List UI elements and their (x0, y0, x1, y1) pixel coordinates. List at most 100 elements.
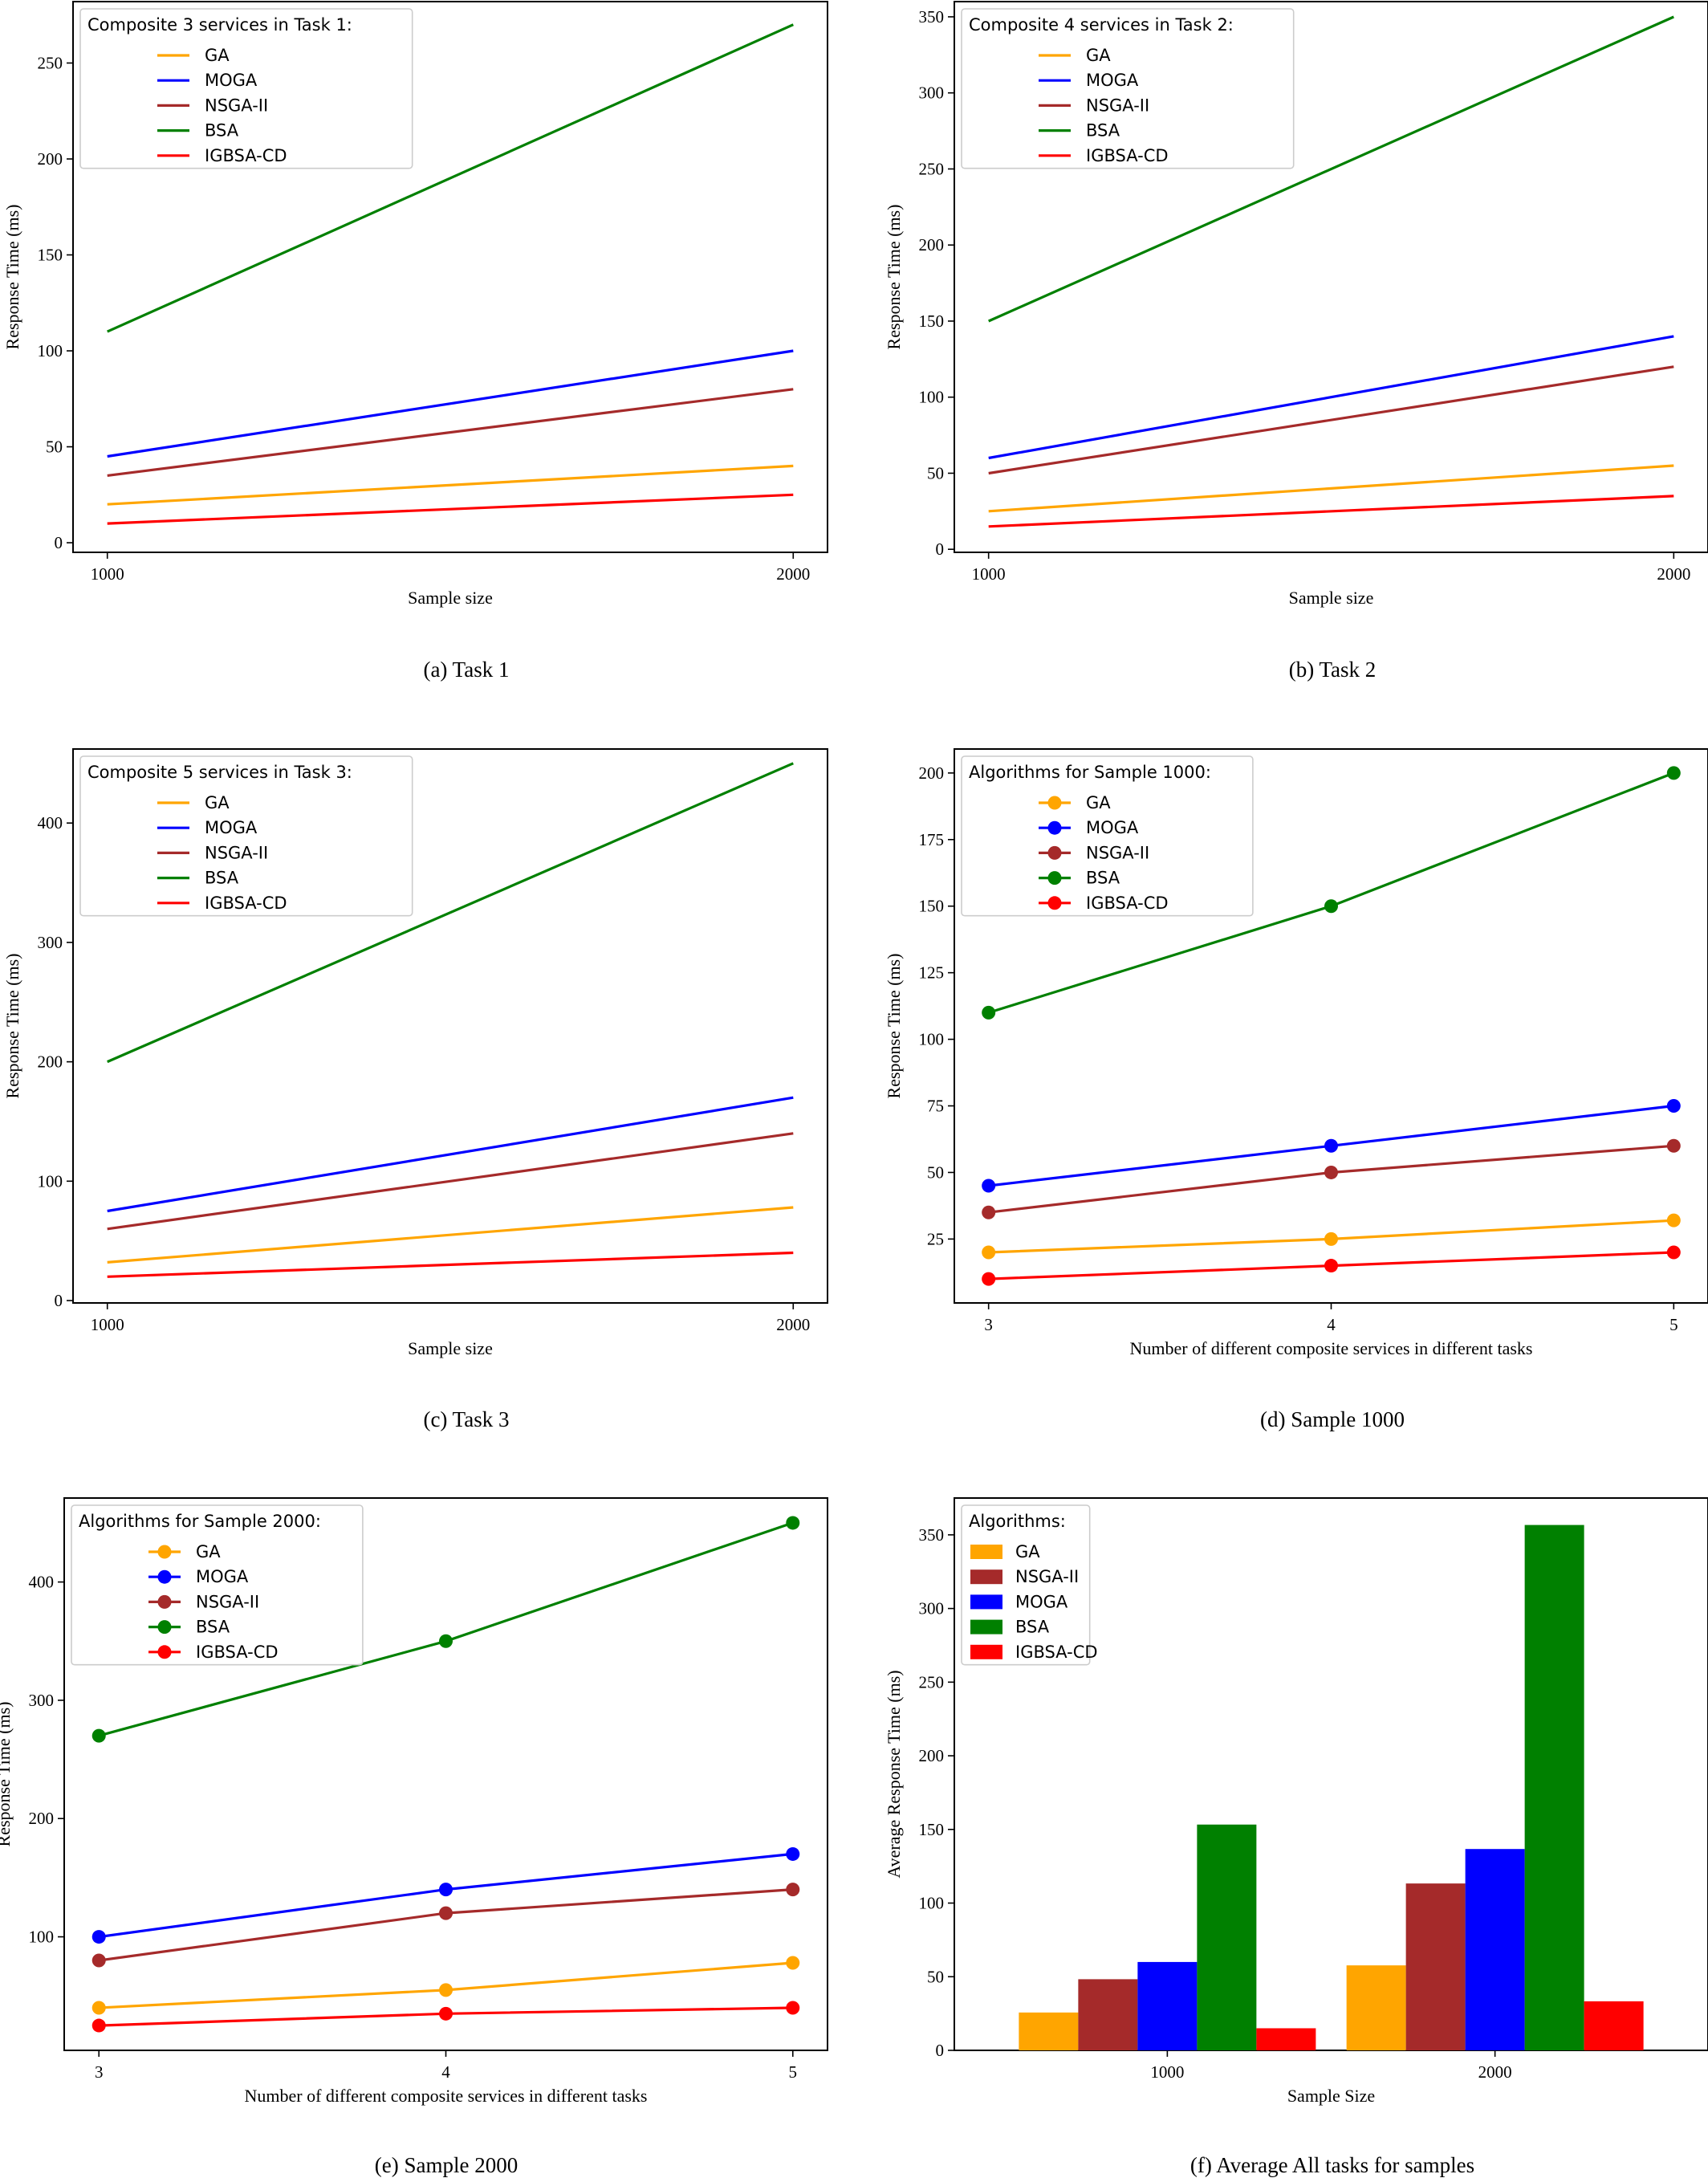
data-point-ga (786, 1956, 800, 1970)
bar-igbsa-cd (1256, 2028, 1316, 2050)
legend-title: Composite 5 services in Task 3: (87, 763, 352, 782)
x-axis-label: Sample Size (1287, 2086, 1375, 2106)
legend-box (961, 8, 1295, 169)
series-line-moga (107, 1096, 794, 1213)
y-tick-label: 400 (38, 813, 63, 833)
y-tick-label: 125 (919, 963, 945, 983)
x-axis-label: Number of different composite services i… (1130, 1338, 1533, 1358)
legend-label: GA (1086, 793, 1111, 812)
x-tick-label: 1000 (91, 564, 124, 584)
x-tick-label: 2000 (776, 564, 810, 584)
x-tick-label: 1000 (972, 564, 1006, 584)
legend-label: MOGA (1086, 71, 1139, 90)
chart-panel-5: 100 200 300 400 3 4 5 Number of different compo… (0, 1497, 828, 2177)
y-tick-label: 200 (29, 1809, 55, 1828)
y-tick-label: 200 (919, 235, 945, 254)
y-tick-label: 300 (29, 1691, 55, 1710)
subfigure-caption: (c) Task 3 (423, 1407, 509, 1431)
axes-frame (954, 1, 1708, 553)
y-tick-label: 200 (38, 1052, 63, 1072)
legend-label: NSGA-II (196, 1592, 259, 1611)
bar-bsa (1524, 1525, 1584, 2050)
y-tick-label: 300 (919, 1599, 945, 1618)
y-tick-label: 350 (919, 7, 945, 26)
legend-label: IGBSA-CD (1015, 1643, 1098, 1662)
x-tick-label: 1000 (91, 1315, 124, 1334)
bar-nsga-ii (1078, 1979, 1138, 2050)
subfigure-caption: (b) Task 2 (1289, 657, 1377, 682)
x-tick-label: 4 (441, 2062, 450, 2082)
legend-marker-nsga-ii (1047, 845, 1062, 860)
y-tick-label: 150 (38, 246, 63, 265)
y-tick-label: 250 (919, 159, 945, 178)
legend-swatch-ga (970, 1545, 1002, 1559)
x-tick-label: 3 (984, 1315, 993, 1334)
data-point-igbsa-cd (786, 2001, 800, 2015)
data-point-bsa (982, 1005, 996, 1020)
y-tick-label: 0 (55, 533, 63, 552)
data-point-moga (92, 1930, 106, 1944)
data-point-ga (439, 1983, 453, 1997)
legend-box (961, 755, 1254, 917)
y-tick-label: 150 (919, 311, 945, 331)
legend-label: MOGA (205, 818, 258, 837)
y-axis-label: Response Time (ms) (0, 1702, 14, 1847)
legend-label: NSGA-II (205, 96, 268, 115)
legend-swatch-nsga-ii (970, 1569, 1002, 1585)
data-point-igbsa-cd (439, 2006, 453, 2021)
bar-moga (1137, 1961, 1198, 2050)
x-axis-label: Sample size (1289, 588, 1374, 608)
legend-marker-moga (157, 1569, 172, 1584)
y-tick-label: 0 (55, 1291, 63, 1310)
y-tick-label: 300 (38, 933, 63, 952)
legend-swatch-bsa (970, 1619, 1002, 1635)
y-tick-label: 250 (919, 1672, 945, 1692)
bar-ga (1019, 2012, 1079, 2050)
legend-label: IGBSA-CD (196, 1643, 279, 1662)
legend-label: IGBSA-CD (205, 146, 287, 165)
y-tick-label: 350 (919, 1525, 945, 1545)
y-tick-label: 100 (919, 1894, 945, 1913)
y-tick-label: 75 (927, 1097, 944, 1116)
bar-bsa (1197, 1824, 1257, 2050)
y-tick-label: 0 (936, 539, 945, 559)
series-line-ga (107, 464, 794, 506)
data-point-nsga-ii (439, 1906, 453, 1920)
legend-label: GA (196, 1542, 221, 1561)
legend-title: Algorithms for Sample 2000: (79, 1512, 321, 1531)
data-point-nsga-ii (786, 1883, 800, 1897)
x-tick-label: 2000 (1657, 564, 1690, 584)
legend-label: MOGA (1086, 818, 1139, 837)
subfigure-caption: (e) Sample 2000 (375, 2153, 518, 2177)
x-tick-label: 1000 (1150, 2062, 1184, 2082)
series-line-bsa (107, 762, 794, 1064)
x-tick-label: 5 (789, 2062, 798, 2082)
bar-moga (1465, 1849, 1525, 2050)
legend-label: BSA (205, 121, 239, 140)
chart-panel-6: 0 50 100 150 200 250 300 350 1000 2000 Sample Size… (884, 1497, 1708, 2177)
data-point-nsga-ii (92, 1953, 106, 1968)
legend-label: IGBSA-CD (1086, 146, 1169, 165)
legend-label: GA (1086, 46, 1111, 65)
legend-label: BSA (205, 869, 239, 888)
series-line-nsga-ii (107, 388, 794, 477)
legend-swatch-igbsa-cd (970, 1644, 1002, 1659)
y-tick-label: 200 (919, 763, 945, 783)
chart-panel-2: 0 50 100 150 200 250 300 350 1000 2000 Sample size… (884, 1, 1708, 682)
data-point-bsa (92, 1728, 106, 1743)
legend-marker-nsga-ii (157, 1594, 172, 1609)
legend-box (79, 8, 413, 169)
y-tick-label: 100 (919, 1030, 945, 1049)
data-point-moga (982, 1179, 996, 1193)
legend-label: MOGA (1015, 1592, 1068, 1611)
subfigure-caption: (f) Average All tasks for samples (1190, 2153, 1474, 2177)
legend-label: BSA (1086, 869, 1120, 888)
y-tick-label: 200 (38, 149, 63, 169)
legend-label: GA (1015, 1542, 1040, 1561)
data-point-ga (92, 2001, 106, 2015)
y-tick-label: 175 (919, 830, 945, 849)
data-point-bsa (786, 1516, 800, 1530)
y-tick-label: 0 (936, 2041, 945, 2060)
y-axis-label: Average Response Time (ms) (884, 1670, 904, 1878)
